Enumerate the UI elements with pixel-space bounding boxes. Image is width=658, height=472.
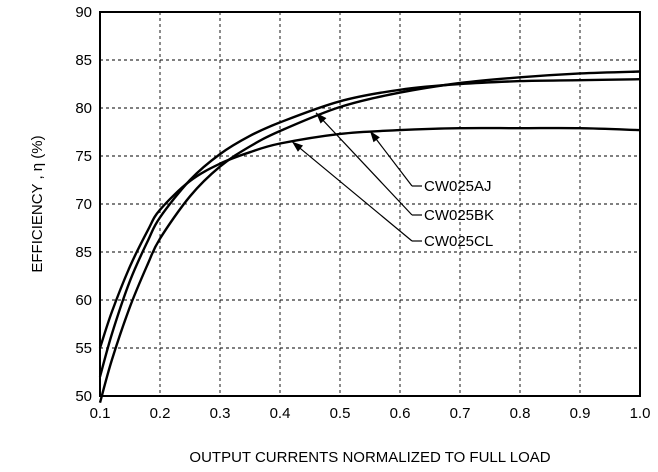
x-tick-label: 0.4 — [270, 405, 291, 422]
x-tick-label: 0.8 — [510, 405, 531, 422]
y-tick-labels: 50 55 60 85 70 75 80 85 90 — [75, 4, 92, 405]
x-tick-label: 0.7 — [450, 405, 471, 422]
series-line-cw025cl — [98, 70, 641, 404]
annotation-labels: CW025AJ CW025BK CW025CL — [424, 178, 494, 250]
leader-arrowhead — [316, 112, 327, 124]
annotation-label-cw025cl: CW025CL — [424, 233, 493, 250]
leader-line — [315, 112, 413, 216]
leader-line — [291, 141, 413, 242]
x-axis-title: OUTPUT CURRENTS NORMALIZED TO FULL LOAD — [189, 449, 550, 466]
annotation-leaders — [291, 112, 422, 242]
x-tick-label: 0.5 — [330, 405, 351, 422]
x-tick-label: 0.2 — [150, 405, 171, 422]
series-line-cw025bk — [98, 78, 641, 378]
y-tick-label: 85 — [75, 52, 92, 69]
leader-arrowhead — [370, 131, 380, 143]
y-tick-label: 80 — [75, 100, 92, 117]
annotation-label-cw025bk: CW025BK — [424, 207, 494, 224]
y-tick-label: 75 — [75, 148, 92, 165]
series-curves — [98, 70, 641, 404]
y-tick-label: 60 — [75, 292, 92, 309]
y-tick-label: 50 — [75, 388, 92, 405]
leader-arrowhead — [292, 141, 304, 152]
x-tick-labels: 0.1 0.2 0.3 0.4 0.5 0.6 0.7 0.8 0.9 1.0 — [90, 405, 651, 422]
x-tick-label: 1.0 — [630, 405, 651, 422]
plot-frame — [99, 11, 641, 397]
annotation-label-cw025aj: CW025AJ — [424, 178, 492, 195]
y-axis-title: EFFICIENCY , η (%) — [29, 135, 46, 272]
y-tick-label: 55 — [75, 340, 92, 357]
x-tick-label: 0.1 — [90, 405, 111, 422]
leader-line — [369, 130, 413, 187]
series-line-cw025aj — [98, 126, 641, 349]
y-tick-label: 70 — [75, 196, 92, 213]
x-tick-label: 0.3 — [210, 405, 231, 422]
y-tick-label: 85 — [75, 244, 92, 261]
grid-lines — [100, 12, 640, 396]
x-tick-label: 0.9 — [570, 405, 591, 422]
x-tick-label: 0.6 — [390, 405, 411, 422]
y-tick-label: 90 — [75, 4, 92, 21]
